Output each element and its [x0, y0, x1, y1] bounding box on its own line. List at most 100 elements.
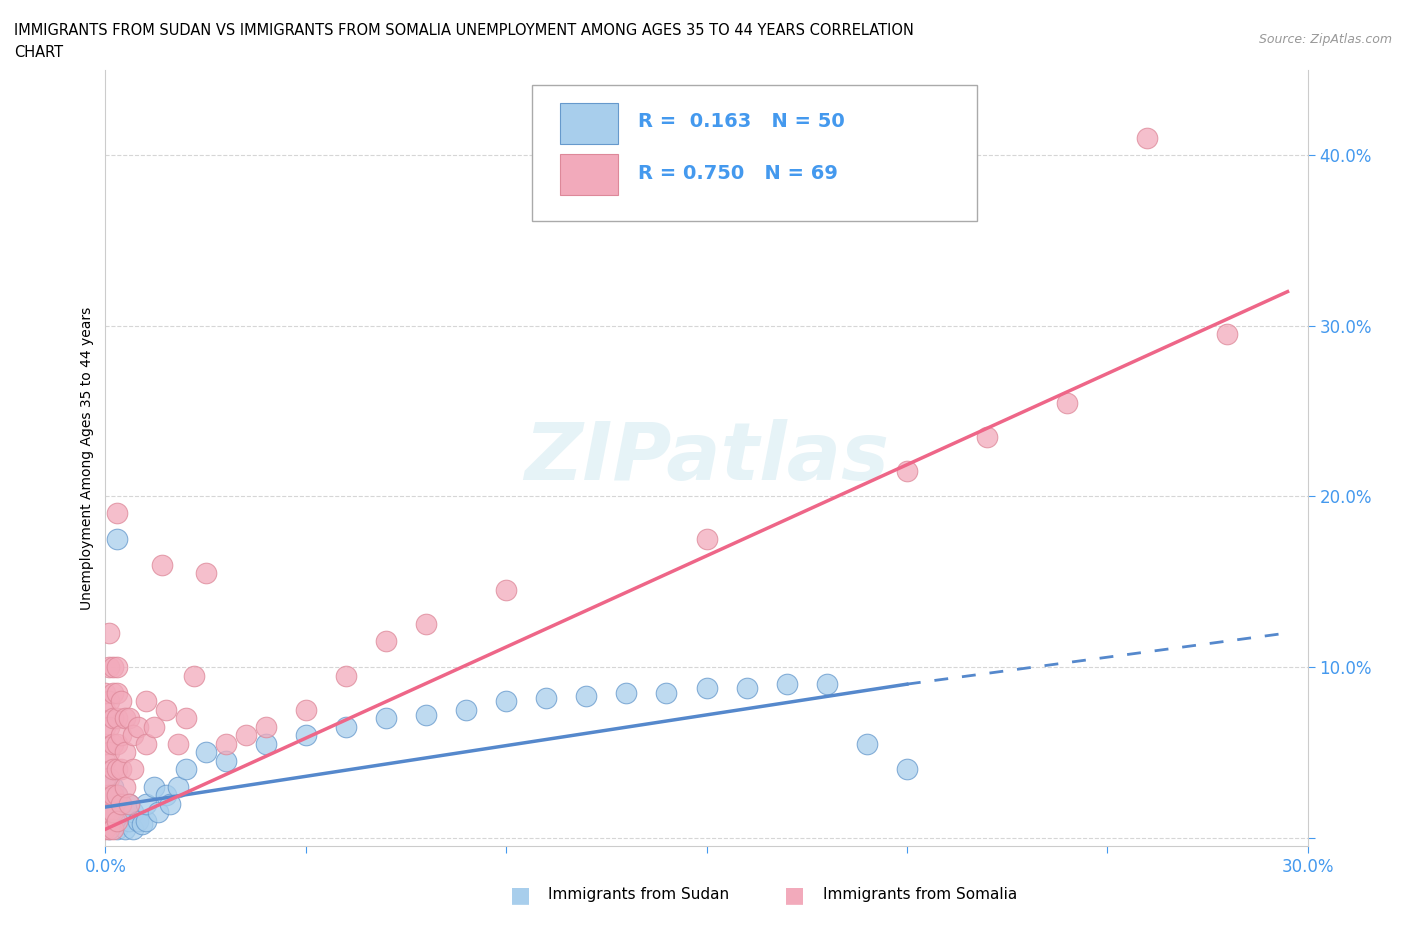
Point — [98, 745, 121, 760]
Point — [110, 762, 132, 777]
Point — [107, 659, 129, 674]
Point — [103, 659, 125, 674]
Point — [254, 720, 277, 735]
Point — [114, 822, 136, 837]
Point — [103, 788, 125, 803]
Point — [122, 822, 145, 837]
Point — [155, 788, 177, 803]
Point — [1136, 130, 1159, 145]
Point — [107, 737, 129, 751]
Point — [94, 771, 117, 786]
Point — [127, 813, 149, 828]
Point — [135, 796, 157, 811]
Point — [122, 728, 145, 743]
Point — [135, 737, 157, 751]
Y-axis label: Unemployment Among Ages 35 to 44 years: Unemployment Among Ages 35 to 44 years — [80, 306, 94, 610]
Point — [896, 762, 918, 777]
Point — [114, 745, 136, 760]
Point — [94, 822, 117, 837]
Text: CHART: CHART — [14, 45, 63, 60]
Text: ■: ■ — [785, 884, 804, 905]
Point — [103, 822, 125, 837]
Point — [94, 720, 117, 735]
Point — [114, 711, 136, 725]
Point — [122, 762, 145, 777]
Point — [159, 796, 181, 811]
Point — [103, 779, 125, 794]
Point — [254, 737, 277, 751]
Point — [107, 788, 129, 803]
Point — [855, 737, 877, 751]
Point — [94, 804, 117, 819]
Point — [655, 685, 678, 700]
Point — [616, 685, 638, 700]
Point — [454, 702, 477, 717]
Point — [166, 779, 188, 794]
Text: IMMIGRANTS FROM SUDAN VS IMMIGRANTS FROM SOMALIA UNEMPLOYMENT AMONG AGES 35 TO 4: IMMIGRANTS FROM SUDAN VS IMMIGRANTS FROM… — [14, 23, 914, 38]
Point — [776, 677, 799, 692]
Point — [696, 532, 718, 547]
Text: Immigrants from Somalia: Immigrants from Somalia — [823, 887, 1017, 902]
Point — [114, 779, 136, 794]
Point — [107, 532, 129, 547]
Point — [896, 463, 918, 478]
Point — [575, 689, 598, 704]
Point — [98, 720, 121, 735]
Text: R = 0.750   N = 69: R = 0.750 N = 69 — [638, 164, 838, 182]
Point — [194, 745, 217, 760]
Point — [103, 762, 125, 777]
Point — [415, 617, 437, 631]
Point — [94, 753, 117, 768]
Point — [335, 720, 357, 735]
Point — [107, 788, 129, 803]
Point — [94, 737, 117, 751]
Point — [114, 804, 136, 819]
Point — [110, 813, 132, 828]
Point — [107, 711, 129, 725]
Point — [98, 804, 121, 819]
Point — [98, 771, 121, 786]
Point — [98, 788, 121, 803]
Text: ■: ■ — [510, 884, 530, 905]
Point — [166, 737, 188, 751]
Point — [142, 779, 165, 794]
Point — [110, 728, 132, 743]
Point — [146, 804, 169, 819]
Point — [135, 694, 157, 709]
Point — [374, 634, 398, 649]
Point — [1216, 326, 1239, 341]
Point — [194, 565, 217, 580]
Point — [103, 813, 125, 828]
Point — [415, 708, 437, 723]
Bar — [560, 154, 617, 194]
Text: Immigrants from Sudan: Immigrants from Sudan — [548, 887, 730, 902]
Point — [534, 690, 557, 705]
Point — [295, 728, 318, 743]
Point — [98, 788, 121, 803]
Point — [110, 796, 132, 811]
Point — [94, 685, 117, 700]
Point — [107, 804, 129, 819]
Text: Source: ZipAtlas.com: Source: ZipAtlas.com — [1258, 33, 1392, 46]
Point — [107, 506, 129, 521]
Point — [118, 813, 141, 828]
Point — [118, 796, 141, 811]
Point — [1056, 395, 1078, 410]
Point — [94, 813, 117, 828]
Point — [118, 711, 141, 725]
FancyBboxPatch shape — [533, 86, 977, 221]
Point — [110, 796, 132, 811]
Point — [107, 822, 129, 837]
Point — [107, 813, 129, 828]
Bar — [560, 103, 617, 143]
Point — [94, 702, 117, 717]
Point — [131, 817, 153, 831]
Point — [103, 737, 125, 751]
Point — [135, 813, 157, 828]
Point — [214, 737, 236, 751]
Point — [107, 685, 129, 700]
Point — [142, 720, 165, 735]
Point — [103, 685, 125, 700]
Point — [98, 694, 121, 709]
Point — [815, 677, 838, 692]
